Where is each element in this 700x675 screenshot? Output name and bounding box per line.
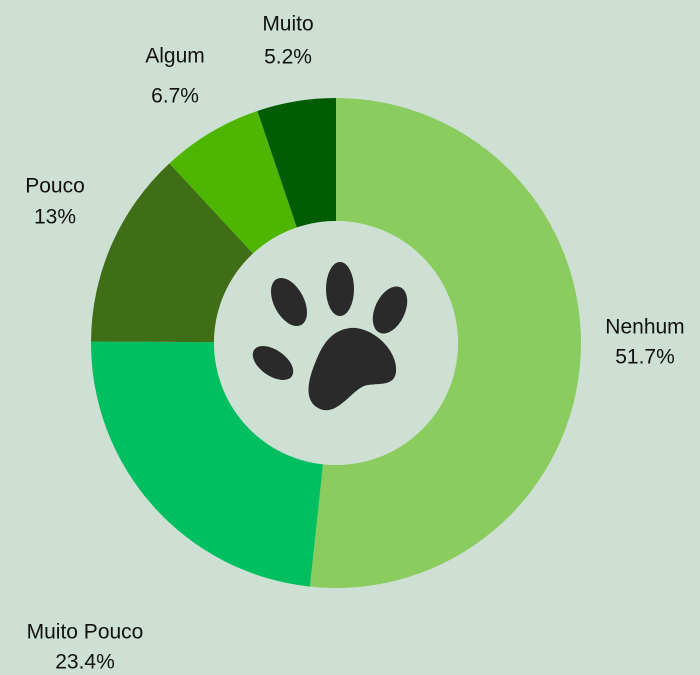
slice xyxy=(309,98,582,588)
value-label: 23.4% xyxy=(55,651,115,674)
paw-pad xyxy=(308,327,397,411)
paw-toe xyxy=(372,286,408,334)
slice-label: Nenhum xyxy=(605,316,684,339)
paw-toe xyxy=(270,277,308,327)
value-label: 6.7% xyxy=(151,85,199,108)
value-label: 5.2% xyxy=(264,46,312,69)
slice-label: Algum xyxy=(145,45,205,68)
slice-label: Muito Pouco xyxy=(27,621,144,644)
slice-label: Muito xyxy=(262,13,313,36)
paw-icon xyxy=(252,262,408,411)
slice xyxy=(169,110,297,254)
paw-toe xyxy=(252,346,294,380)
slice-label: Pouco xyxy=(25,175,85,198)
slice xyxy=(90,341,323,587)
value-label: 13% xyxy=(34,206,76,229)
slice xyxy=(91,163,254,343)
paw-toe xyxy=(326,262,354,316)
slice xyxy=(257,98,336,228)
value-label: 51.7% xyxy=(615,346,675,369)
